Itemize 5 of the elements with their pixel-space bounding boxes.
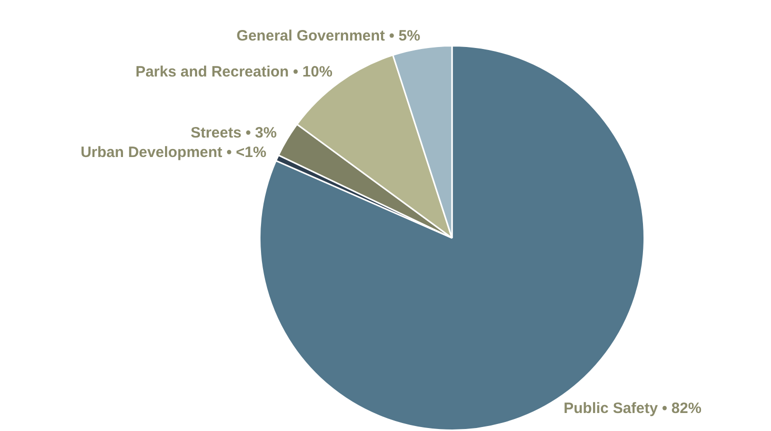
slice-label: Urban Development • <1% bbox=[80, 144, 266, 162]
slice-label: Parks and Recreation • 10% bbox=[135, 64, 332, 81]
slice-label: Public Safety • 82% bbox=[564, 400, 702, 418]
slice-label: General Government • 5% bbox=[236, 27, 420, 44]
slice-label: Streets • 3% bbox=[190, 124, 277, 142]
